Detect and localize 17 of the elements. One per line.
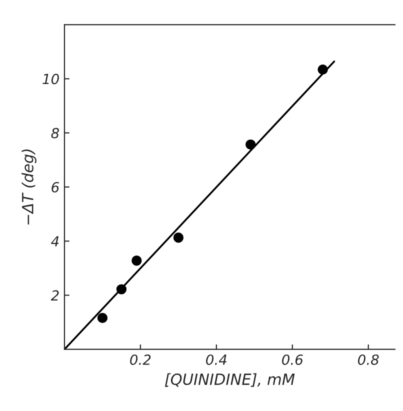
point	[246, 139, 256, 150]
y-axis-title: −ΔT (deg)	[22, 149, 36, 224]
x-tick-label: 0.8	[358, 354, 379, 365]
point	[116, 284, 127, 294]
point	[173, 232, 184, 243]
point	[97, 312, 108, 324]
x-tick-label: 0.6	[282, 354, 303, 365]
point	[132, 256, 142, 266]
y-tick-label: 2	[50, 290, 59, 301]
x-axis-title: [QUINIDINE], mM	[164, 373, 295, 387]
point	[318, 64, 328, 75]
y-tick-label: 8	[51, 128, 60, 138]
y-tick-label: 10	[42, 74, 59, 84]
y-tick-label: 6	[52, 182, 60, 192]
x-tick-label: 0.2	[130, 354, 151, 365]
x-tick-label: 0.4	[206, 354, 226, 365]
y-tick-label: 4	[51, 236, 59, 246]
